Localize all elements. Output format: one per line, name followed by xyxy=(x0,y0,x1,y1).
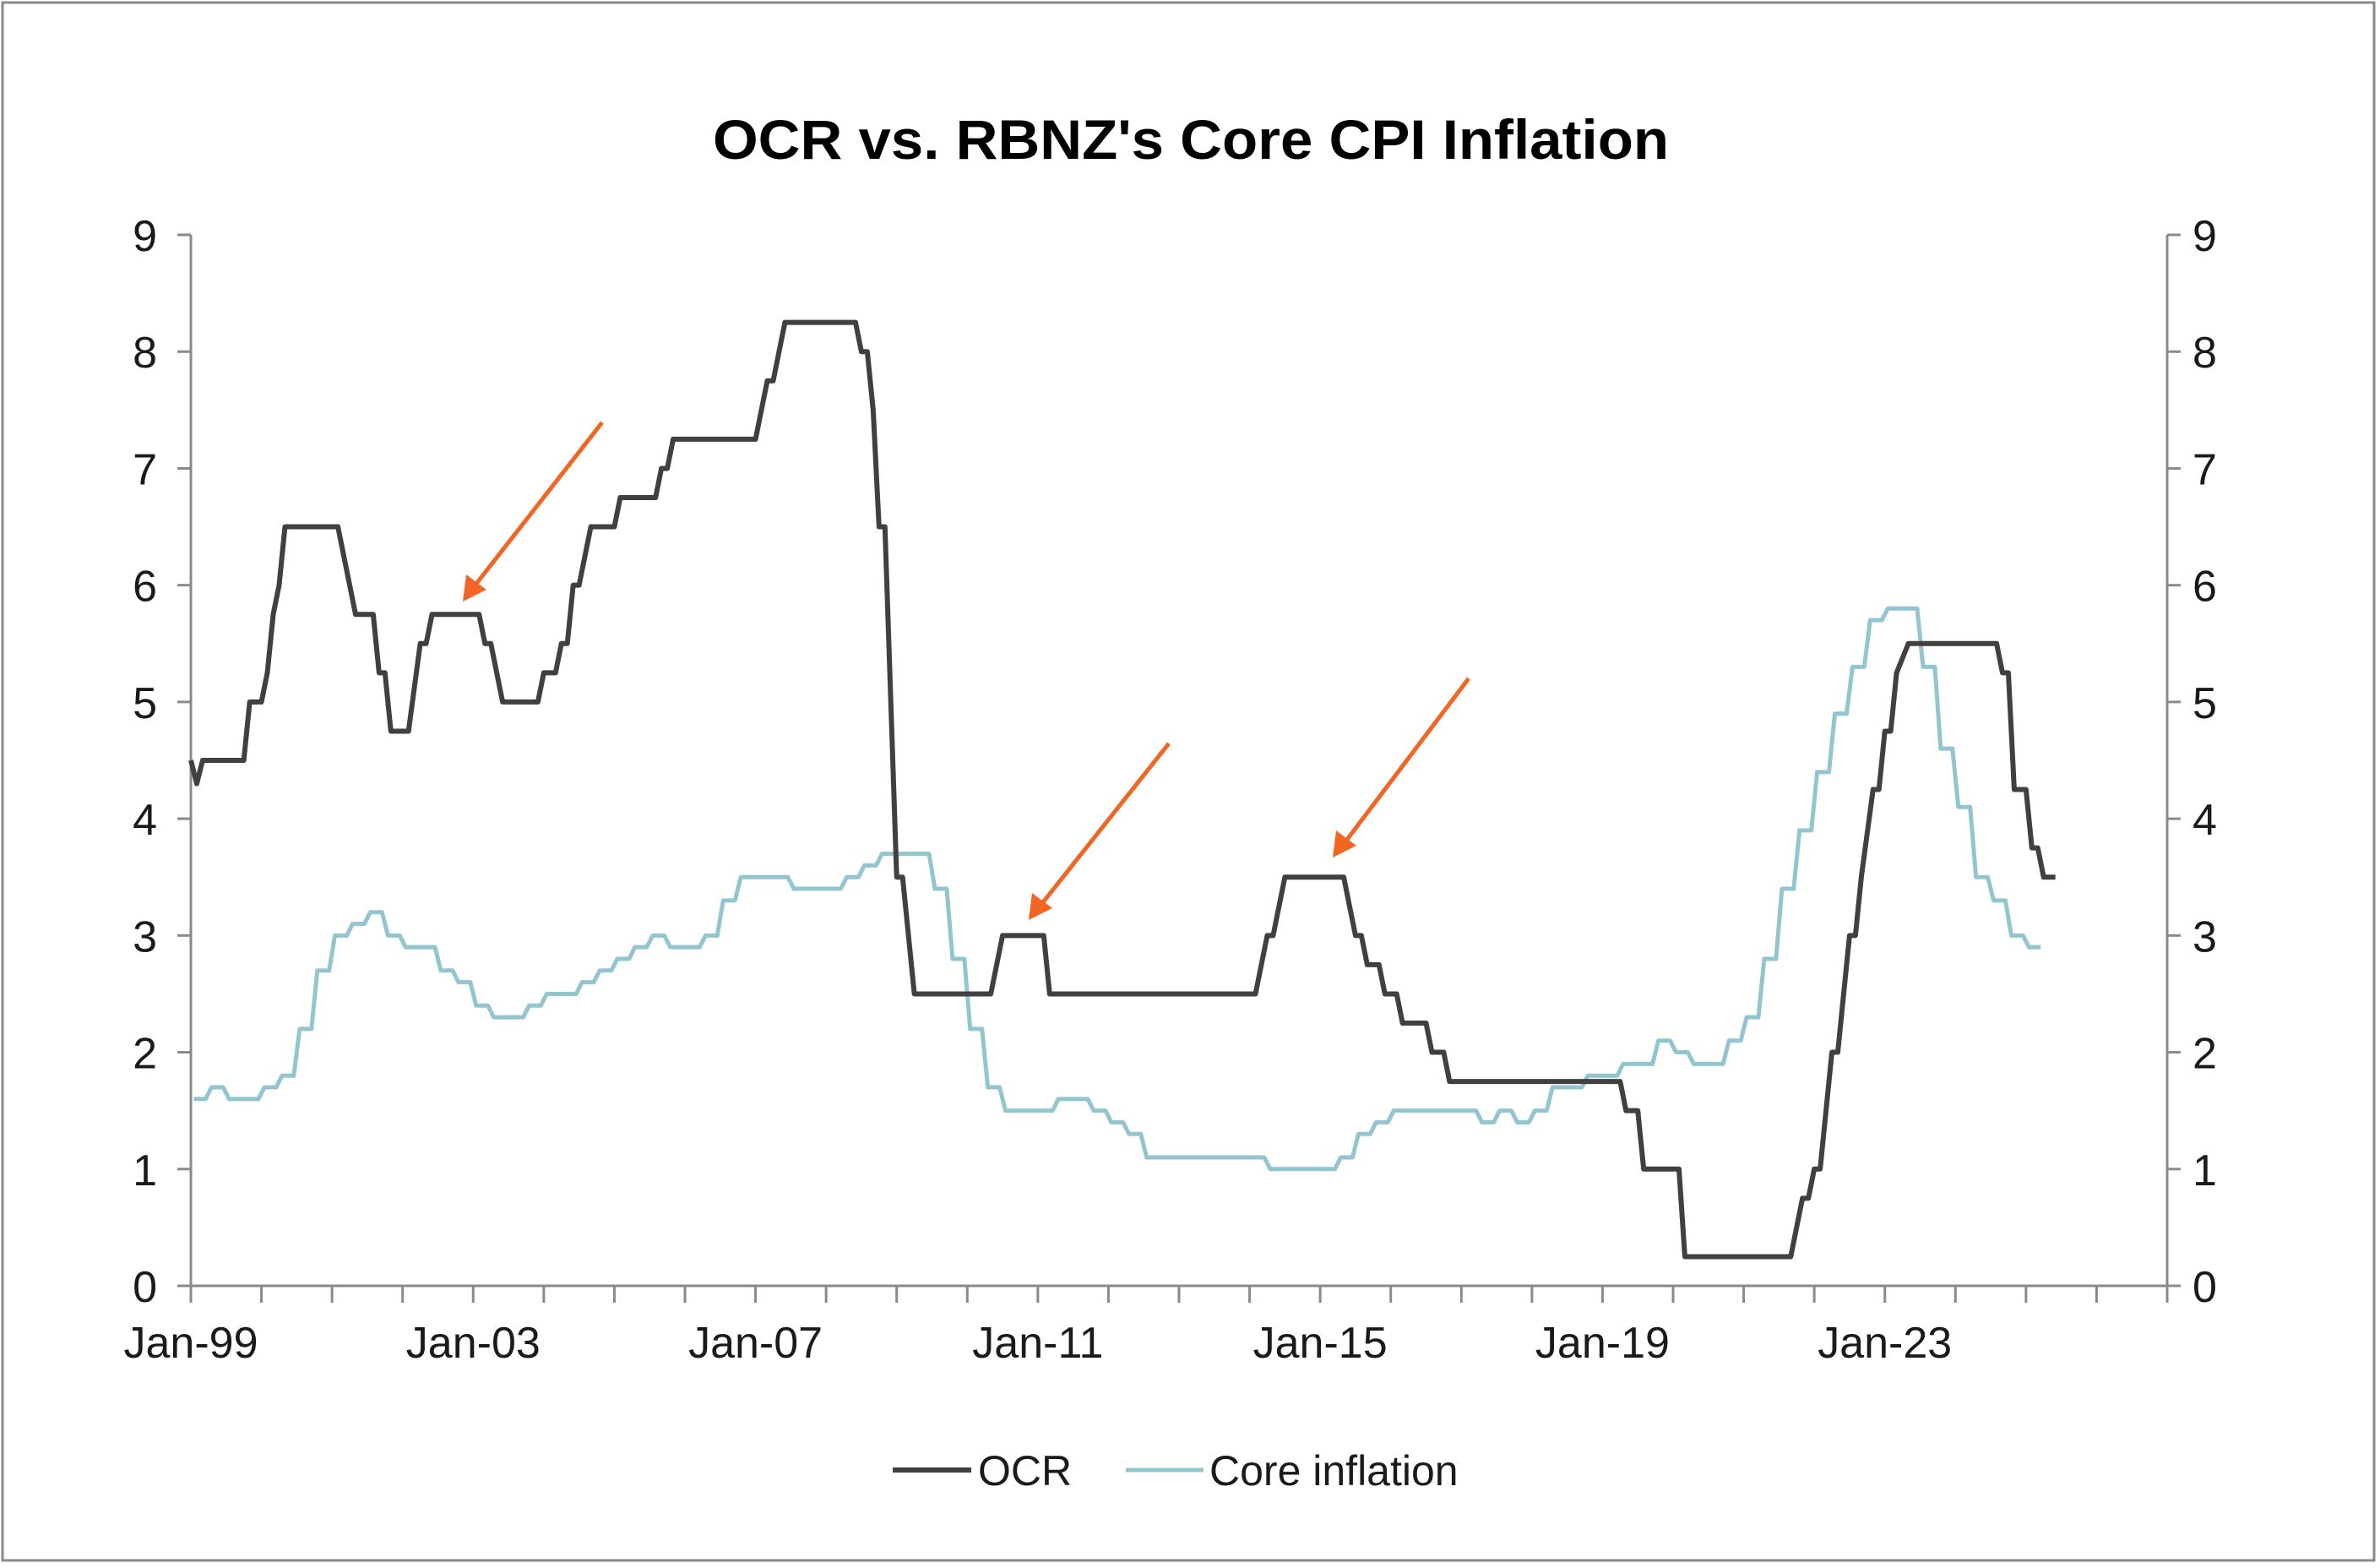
y-tick-label-left: 4 xyxy=(133,796,157,845)
y-tick-label-left: 3 xyxy=(133,912,157,961)
y-tick-label-left: 5 xyxy=(133,679,157,728)
y-tick-label-right: 1 xyxy=(2193,1146,2217,1195)
annotation-arrow-2002 xyxy=(463,421,604,602)
legend: OCR Core inflation xyxy=(893,1447,1459,1494)
y-tick-label-left: 2 xyxy=(133,1030,157,1079)
y-tick-label-right: 2 xyxy=(2193,1030,2217,1079)
y-tick-label-right: 3 xyxy=(2193,912,2217,961)
y-tick-label-left: 0 xyxy=(133,1263,157,1312)
x-tick-label: Jan-11 xyxy=(972,1319,1103,1368)
y-tick-label-left: 8 xyxy=(133,329,157,378)
annotations xyxy=(463,421,1470,920)
chart-title: OCR vs. RBNZ's Core CPI Inflation xyxy=(713,108,1669,171)
series-line-ocr xyxy=(188,319,2056,1260)
y-tick-label-right: 7 xyxy=(2193,445,2217,494)
series-line-core-inflation xyxy=(193,606,2041,1172)
x-tick-label: Jan-19 xyxy=(1535,1319,1670,1368)
y-tick-label-right: 6 xyxy=(2193,563,2217,612)
axes: 0 0 1 1 2 2 3 3 4 4 5 5 6 6 7 7 8 8 9 9 Jan-99 Jan-03 Jan-07 Ja… xyxy=(124,212,2217,1368)
y-tick-label-left: 9 xyxy=(133,212,157,261)
y-tick-label-left: 1 xyxy=(133,1146,157,1195)
x-tick-label: Jan-15 xyxy=(1253,1319,1388,1368)
x-tick-label: Jan-03 xyxy=(406,1319,541,1368)
y-tick-label-right: 4 xyxy=(2193,796,2217,845)
y-tick-label-right: 8 xyxy=(2193,329,2217,378)
y-tick-label-right: 5 xyxy=(2193,679,2217,728)
x-tick-label: Jan-07 xyxy=(688,1319,823,1368)
y-tick-label-right: 0 xyxy=(2193,1263,2217,1312)
y-tick-label-right: 9 xyxy=(2193,212,2217,261)
y-tick-label-left: 7 xyxy=(133,445,157,494)
legend-label-core-inflation: Core inflation xyxy=(1209,1447,1459,1494)
annotation-arrow-2010 xyxy=(1029,742,1171,920)
series-layer xyxy=(188,319,2056,1260)
annotation-arrow-2014 xyxy=(1333,677,1470,858)
x-tick-label: Jan-99 xyxy=(124,1319,258,1368)
y-tick-label-left: 6 xyxy=(133,563,157,612)
x-tick-label: Jan-23 xyxy=(1818,1319,1952,1368)
legend-label-ocr: OCR xyxy=(978,1447,1072,1494)
